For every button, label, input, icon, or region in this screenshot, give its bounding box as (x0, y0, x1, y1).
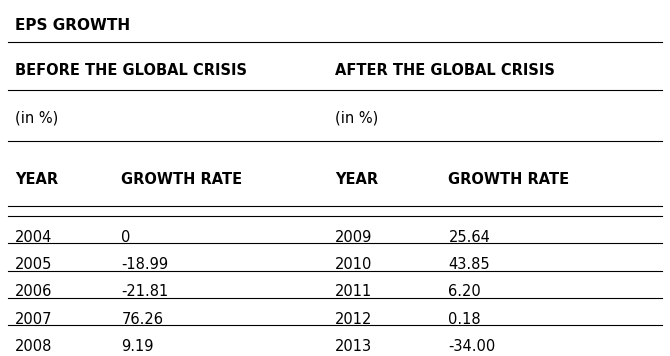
Text: 2013: 2013 (335, 339, 372, 354)
Text: 2005: 2005 (15, 257, 52, 272)
Text: 2012: 2012 (335, 312, 373, 327)
Text: 43.85: 43.85 (448, 257, 490, 272)
Text: 0.18: 0.18 (448, 312, 481, 327)
Text: 2007: 2007 (15, 312, 52, 327)
Text: -18.99: -18.99 (121, 257, 169, 272)
Text: -34.00: -34.00 (448, 339, 496, 354)
Text: 2009: 2009 (335, 230, 373, 245)
Text: 0: 0 (121, 230, 131, 245)
Text: 6.20: 6.20 (448, 284, 481, 299)
Text: 2010: 2010 (335, 257, 373, 272)
Text: 2006: 2006 (15, 284, 52, 299)
Text: EPS GROWTH: EPS GROWTH (15, 19, 130, 33)
Text: GROWTH RATE: GROWTH RATE (121, 172, 243, 187)
Text: 2004: 2004 (15, 230, 52, 245)
Text: -21.81: -21.81 (121, 284, 169, 299)
Text: (in %): (in %) (335, 110, 379, 126)
Text: GROWTH RATE: GROWTH RATE (448, 172, 570, 187)
Text: YEAR: YEAR (15, 172, 58, 187)
Text: 25.64: 25.64 (448, 230, 490, 245)
Text: 2011: 2011 (335, 284, 373, 299)
Text: (in %): (in %) (15, 110, 58, 126)
Text: YEAR: YEAR (335, 172, 378, 187)
Text: 2008: 2008 (15, 339, 52, 354)
Text: 9.19: 9.19 (121, 339, 154, 354)
Text: 76.26: 76.26 (121, 312, 163, 327)
Text: AFTER THE GLOBAL CRISIS: AFTER THE GLOBAL CRISIS (335, 63, 555, 78)
Text: BEFORE THE GLOBAL CRISIS: BEFORE THE GLOBAL CRISIS (15, 63, 247, 78)
